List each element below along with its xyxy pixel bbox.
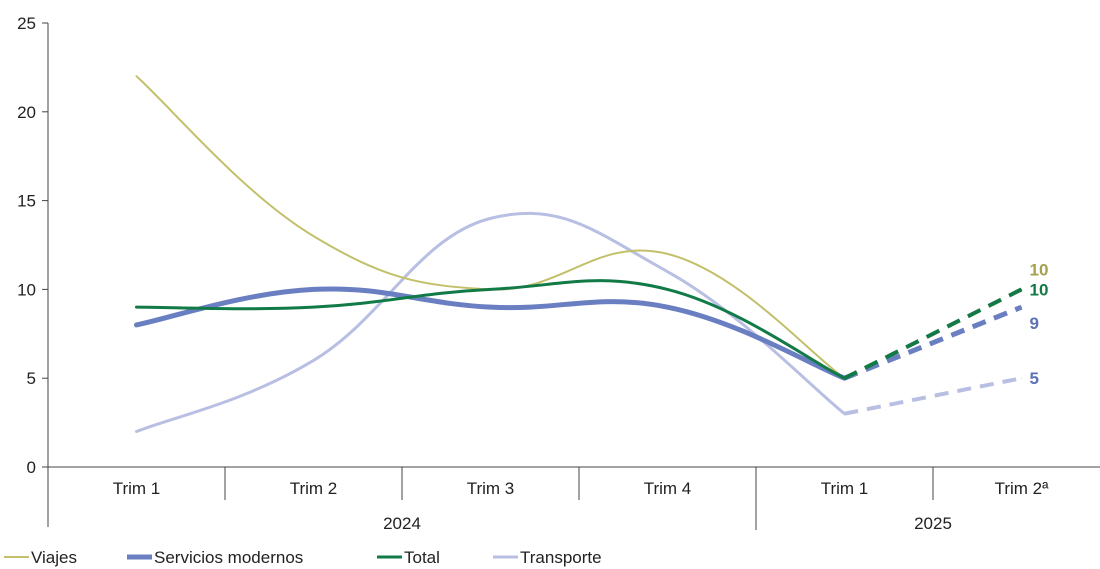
data-point-transporte [490,217,491,219]
legend-label: Total [404,548,440,567]
x-tick-label: Trim 2 [290,479,338,498]
y-tick-label: 0 [27,458,36,477]
data-point-viajes [313,235,314,237]
y-tick-label: 5 [27,369,36,388]
data-point-total [1021,288,1022,290]
data-point-transporte [313,359,314,361]
data-point-viajes [136,75,137,77]
data-point-servicios-modernos [313,288,314,290]
series-layer [134,75,1023,433]
y-tick-label: 25 [17,14,36,33]
end-label-transporte: 5 [1030,369,1039,388]
data-point-servicios-modernos [136,324,137,326]
data-point-total [667,288,668,290]
legend-item: Viajes [4,548,77,567]
data-point-servicios-modernos [667,306,668,308]
series-line-transporte [135,211,846,433]
x-tick-label: Trim 3 [467,479,515,498]
series-projection-transporte [844,376,1022,416]
data-point-total [490,288,491,290]
year-group-label: 2024 [383,514,421,533]
y-tick-label: 20 [17,103,36,122]
series-projection-servicios-modernos [843,304,1023,381]
data-point-total [313,306,314,308]
legend-label: Servicios modernos [154,548,303,567]
legend: Viajes Servicios modernos Total Transporte [4,548,602,567]
data-point-transporte [667,271,668,273]
legend-label: Viajes [31,548,77,567]
x-tick-label: Trim 1 [821,479,869,498]
end-labels: 10 9 10 5 [1030,260,1049,388]
end-label-viajes: 10 [1030,260,1049,279]
x-tick-label: Trim 4 [644,479,692,498]
series-transporte [135,211,1022,433]
data-point-servicios-modernos [490,306,491,308]
x-tick-label: Trim 1 [113,479,161,498]
year-group-label: 2025 [914,514,952,533]
data-point-transporte [844,413,845,415]
data-point-transporte [1021,377,1022,379]
series-line-servicios-modernos [134,286,847,381]
series-viajes [135,75,1023,380]
data-point-total [844,377,845,379]
end-label-total: 10 [1030,280,1049,299]
legend-item: Total [377,548,440,567]
end-label-servicios-modernos: 9 [1030,314,1039,333]
y-tick-label: 10 [17,280,36,299]
series-projection-total [843,287,1023,380]
legend-label: Transporte [520,548,602,567]
data-point-total [136,306,137,308]
y-tick-label: 15 [17,192,36,211]
x-axis: Trim 1 Trim 2 Trim 3 Trim 4 Trim 1 Trim 2ª 202… [48,466,1100,533]
data-point-transporte [136,430,137,432]
data-point-viajes [667,253,668,255]
legend-item: Transporte [493,548,602,567]
y-axis: 0 5 10 15 20 25 [17,14,49,527]
legend-item: Servicios modernos [127,548,303,567]
x-tick-label: Trim 2ª [995,479,1050,498]
series-line-viajes [135,75,846,380]
series-total [135,279,1023,380]
data-point-servicios-modernos [1021,306,1022,308]
series-servicios-modernos [134,286,1023,381]
